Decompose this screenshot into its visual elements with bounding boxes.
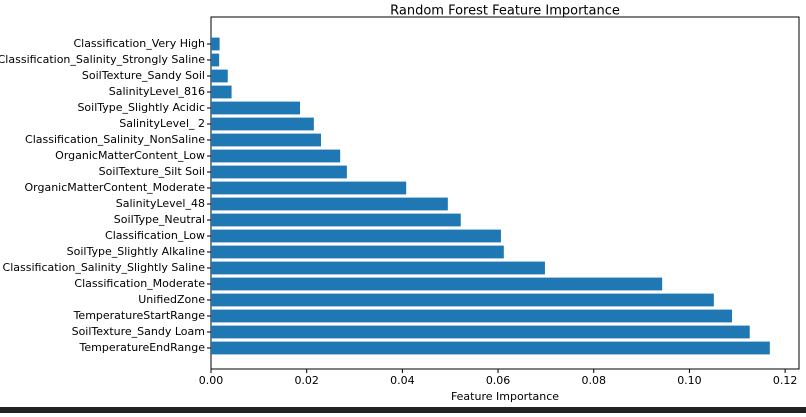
y-tick-label: Classification_Salinity_Strongly Saline [0,53,205,66]
y-tick-label: SalinityLevel_ 2 [119,117,205,130]
bar [211,245,504,259]
bar [211,213,461,227]
bar [211,85,232,99]
y-tick-label: Classification_Moderate [74,277,205,290]
x-tick-label: 0.02 [294,374,319,387]
chart-title: Random Forest Feature Importance [390,4,620,19]
y-tick-label: SoilType_Slightly Alkaline [67,245,206,258]
bar [211,165,347,179]
bar [211,277,663,291]
x-axis-label: Feature Importance [451,390,559,403]
y-tick-label: TemperatureStartRange [73,309,206,322]
y-tick-label: Classification_Salinity_NonSaline [25,133,205,146]
bar [211,53,220,67]
bar [211,261,545,275]
y-tick-label: SoilTexture_Sandy Soil [82,69,205,82]
y-tick-label: SoilTexture_Sandy Loam [72,325,205,338]
bar [211,325,750,339]
bar [211,69,228,83]
x-tick-label: 0.12 [773,374,798,387]
bar [211,133,322,147]
y-tick-label: Classification_Salinity_Slightly Saline [3,261,206,274]
x-tick-label: 0.04 [390,374,415,387]
bar [211,293,714,307]
bar [211,149,341,163]
bar [211,229,501,243]
y-tick-label: Classification_Very High [73,37,205,50]
bar [211,341,770,355]
y-tick-label: SalinityLevel_48 [116,197,205,210]
y-tick-label: OrganicMatterContent_Low [55,149,205,162]
bar [211,197,448,211]
bar [211,117,314,131]
x-tick-label: 0.08 [582,374,607,387]
y-tick-label: SoilTexture_Silt Soil [99,165,205,178]
y-tick-label: Classification_Low [105,229,205,242]
x-tick-label: 0.06 [486,374,511,387]
y-tick-label: UnifiedZone [138,293,205,306]
y-tick-label: SoilType_Neutral [114,213,205,226]
y-tick-label: TemperatureEndRange [79,341,206,354]
bar [211,37,220,51]
bar [211,101,300,115]
bar [211,309,733,323]
y-tick-label: SalinityLevel_816 [109,85,205,98]
y-tick-label: OrganicMatterContent_Moderate [25,181,206,194]
x-tick-label: 0.00 [199,374,224,387]
x-tick-label: 0.10 [677,374,702,387]
y-tick-label: SoilType_Slightly Acidic [77,101,205,114]
window-edge [0,407,806,413]
bar [211,181,407,195]
